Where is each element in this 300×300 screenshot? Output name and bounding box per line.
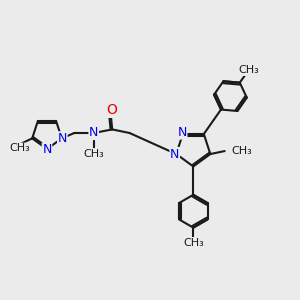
- Text: CH₃: CH₃: [83, 148, 104, 159]
- Text: CH₃: CH₃: [231, 146, 252, 156]
- Text: N: N: [170, 148, 179, 160]
- Text: N: N: [89, 127, 98, 140]
- Text: N: N: [42, 143, 52, 156]
- Text: CH₃: CH₃: [9, 143, 30, 153]
- Text: N: N: [178, 126, 187, 139]
- Text: CH₃: CH₃: [183, 238, 204, 248]
- Text: CH₃: CH₃: [238, 65, 259, 75]
- Text: N: N: [58, 132, 67, 145]
- Text: O: O: [106, 103, 117, 117]
